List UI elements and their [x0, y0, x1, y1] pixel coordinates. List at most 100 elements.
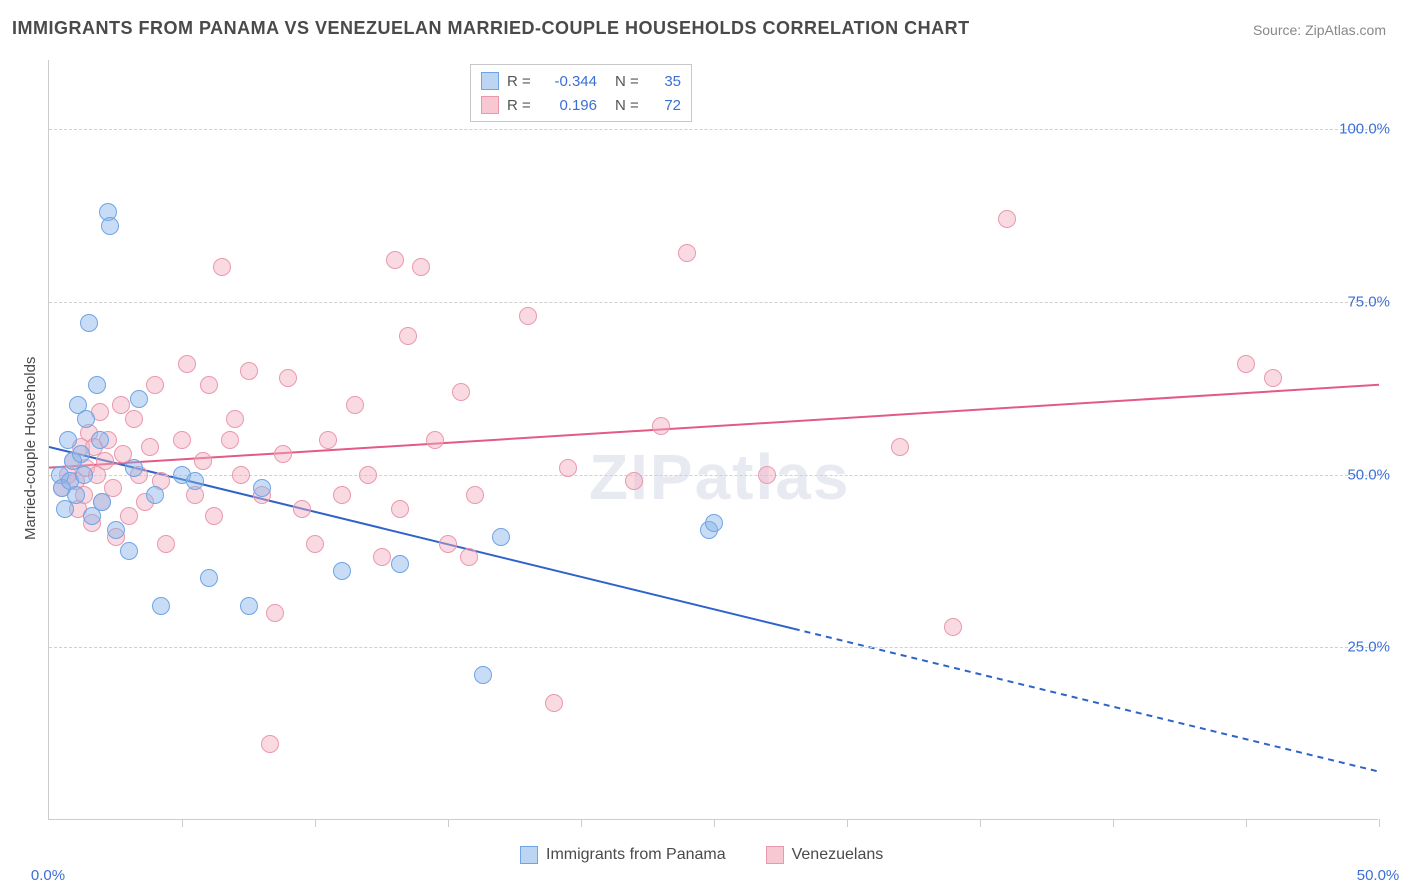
panama-point [474, 666, 492, 684]
venezuelans-point [146, 376, 164, 394]
panama-point [705, 514, 723, 532]
panama-point [146, 486, 164, 504]
panama-point [492, 528, 510, 546]
venezuelans-point [178, 355, 196, 373]
venezuelans-point [399, 327, 417, 345]
panama-point [75, 466, 93, 484]
venezuelans-point [125, 410, 143, 428]
legend-swatch [766, 846, 784, 864]
venezuelans-point [386, 251, 404, 269]
legend-label: Venezuelans [792, 846, 884, 864]
panama-point [125, 459, 143, 477]
legend-label: Immigrants from Panama [546, 846, 726, 864]
venezuelans-point [279, 369, 297, 387]
venezuelans-point [891, 438, 909, 456]
panama-point [107, 521, 125, 539]
panama-point [240, 597, 258, 615]
venezuelans-point [460, 548, 478, 566]
x-tick [448, 819, 449, 827]
venezuelans-point [1237, 355, 1255, 373]
venezuelans-point [519, 307, 537, 325]
panama-point [120, 542, 138, 560]
venezuelans-point [1264, 369, 1282, 387]
venezuelans-point [200, 376, 218, 394]
panama-point [130, 390, 148, 408]
chart-title: IMMIGRANTS FROM PANAMA VS VENEZUELAN MAR… [12, 18, 970, 39]
venezuelans-point [426, 431, 444, 449]
venezuelans-point [373, 548, 391, 566]
y-tick-label: 25.0% [1347, 639, 1390, 656]
x-tick-label: 50.0% [1357, 867, 1400, 884]
legend-r-value: 0.196 [543, 97, 597, 114]
legend-row: R = -0.344 N = 35 [481, 69, 681, 93]
venezuelans-point [157, 535, 175, 553]
venezuelans-point [221, 431, 239, 449]
panama-point [333, 562, 351, 580]
x-tick [1379, 819, 1380, 827]
legend-item: Venezuelans [766, 846, 884, 864]
x-tick [980, 819, 981, 827]
y-tick-label: 50.0% [1347, 466, 1390, 483]
legend-n-label: N = [615, 73, 643, 90]
venezuelans-point [261, 735, 279, 753]
legend-row: R =0.196N =72 [481, 93, 681, 117]
legend-n-value: 35 [651, 73, 681, 90]
legend-swatch [481, 72, 499, 90]
series-legend: Immigrants from Panama Venezuelans [520, 846, 883, 864]
venezuelans-point [359, 466, 377, 484]
venezuelans-point [205, 507, 223, 525]
panama-point [186, 472, 204, 490]
y-tick-label: 75.0% [1347, 293, 1390, 310]
legend-r-value: -0.344 [543, 73, 597, 90]
x-tick [1246, 819, 1247, 827]
legend-n-value: 72 [651, 97, 681, 114]
panama-point [88, 376, 106, 394]
panama-point [152, 597, 170, 615]
venezuelans-point [466, 486, 484, 504]
legend-item: Immigrants from Panama [520, 846, 726, 864]
venezuelans-point [346, 396, 364, 414]
venezuelans-point [120, 507, 138, 525]
correlation-legend: R = -0.344 N = 35 R =0.196N =72 [470, 64, 692, 122]
venezuelans-point [412, 258, 430, 276]
venezuelans-point [678, 244, 696, 262]
legend-swatch [481, 96, 499, 114]
venezuelans-point [141, 438, 159, 456]
panama-point [91, 431, 109, 449]
legend-r-label: R = [507, 73, 535, 90]
venezuelans-point [226, 410, 244, 428]
venezuelans-point [333, 486, 351, 504]
panama-point [93, 493, 111, 511]
regression-lines [49, 60, 1379, 820]
venezuelans-point [625, 472, 643, 490]
venezuelans-point [944, 618, 962, 636]
x-tick [847, 819, 848, 827]
x-tick [581, 819, 582, 827]
venezuelans-point [213, 258, 231, 276]
y-tick-label: 100.0% [1339, 121, 1390, 138]
x-tick [315, 819, 316, 827]
venezuelans-point [452, 383, 470, 401]
panama-point [72, 445, 90, 463]
venezuelans-point [266, 604, 284, 622]
gridline-h [49, 302, 1378, 303]
x-tick-label: 0.0% [31, 867, 65, 884]
panama-point [253, 479, 271, 497]
panama-point [77, 410, 95, 428]
venezuelans-point [758, 466, 776, 484]
venezuelans-point [306, 535, 324, 553]
venezuelans-point [173, 431, 191, 449]
panama-point [80, 314, 98, 332]
venezuelans-point [652, 417, 670, 435]
venezuelans-point [274, 445, 292, 463]
legend-swatch [520, 846, 538, 864]
venezuelans-point [240, 362, 258, 380]
venezuelans-point [545, 694, 563, 712]
panama-point [101, 217, 119, 235]
gridline-h [49, 129, 1378, 130]
venezuelans-point [293, 500, 311, 518]
panama-point [391, 555, 409, 573]
gridline-h [49, 647, 1378, 648]
venezuelans-point [96, 452, 114, 470]
x-tick [714, 819, 715, 827]
